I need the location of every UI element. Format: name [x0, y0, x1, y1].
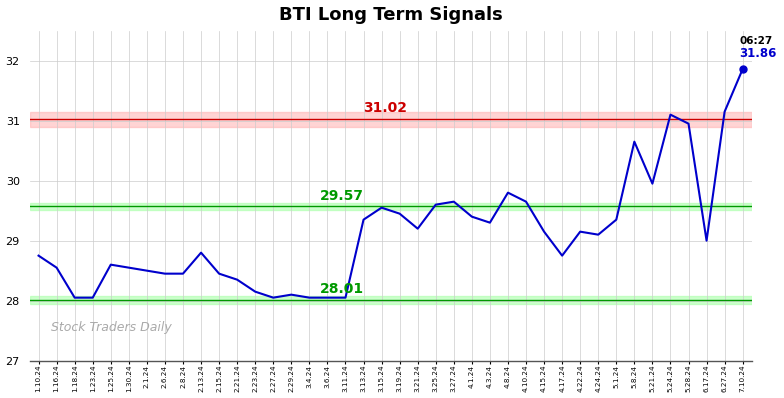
- Text: 28.01: 28.01: [320, 283, 364, 297]
- Title: BTI Long Term Signals: BTI Long Term Signals: [279, 6, 503, 23]
- Text: Stock Traders Daily: Stock Traders Daily: [51, 321, 172, 334]
- Text: 29.57: 29.57: [320, 189, 364, 203]
- Text: 31.86: 31.86: [739, 47, 776, 60]
- Text: 31.02: 31.02: [363, 101, 407, 115]
- Bar: [30, 112, 752, 127]
- Bar: [30, 203, 752, 210]
- Bar: [30, 297, 752, 304]
- Text: 06:27: 06:27: [739, 36, 772, 46]
